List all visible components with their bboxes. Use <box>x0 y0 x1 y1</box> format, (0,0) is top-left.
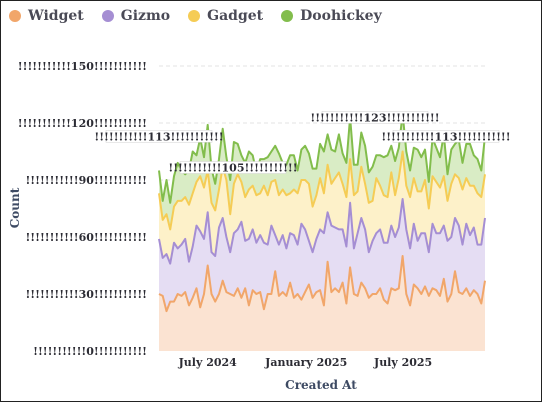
legend-swatch-gadget <box>188 10 201 22</box>
y-axis-title: Count <box>8 187 22 228</box>
y-tick-label: !!!!!!!!!!!90!!!!!!!!!!! <box>25 174 147 187</box>
legend-label-gizmo: Gizmo <box>120 8 171 24</box>
y-tick-label: !!!!!!!!!!!60!!!!!!!!!!! <box>25 231 147 244</box>
legend-label-gadget: Gadget <box>207 8 264 24</box>
annotation-label: !!!!!!!!!!!123!!!!!!!!!!! <box>310 111 440 124</box>
annotation-layer: !!!!!!!!!!!113!!!!!!!!!!! !!!!!!!!!!!105!… <box>94 111 511 175</box>
y-tick-label: !!!!!!!!!!!30!!!!!!!!!!! <box>25 288 147 301</box>
legend-swatch-doohickey <box>281 10 294 22</box>
legend-item-gadget[interactable]: Gadget <box>188 8 263 24</box>
legend-label-doohickey: Doohickey <box>300 8 382 24</box>
line-widget[interactable] <box>158 255 486 313</box>
legend-item-widget[interactable]: Widget <box>9 8 84 24</box>
x-tick-label: July 2024 <box>178 356 238 369</box>
line-gadget[interactable] <box>158 150 486 231</box>
line-gizmo[interactable] <box>158 198 486 265</box>
y-tick-label: !!!!!!!!!!!0!!!!!!!!!!! <box>33 345 147 358</box>
x-axis-title: Created At <box>285 378 357 392</box>
annotation-box <box>179 161 287 174</box>
annotation-label: !!!!!!!!!!!105!!!!!!!!!!! <box>168 161 298 175</box>
area-widget[interactable] <box>159 256 485 351</box>
annotation-text: !!!!!!!!!!!113!!!!!!!!!!! <box>381 130 510 143</box>
y-tick-layer: !!!!!!!!!!!0!!!!!!!!!!! !!!!!!!!!!!30!!!!… <box>18 60 147 358</box>
legend-item-doohickey[interactable]: Doohickey <box>281 8 382 24</box>
x-tick-label: July 2025 <box>373 356 432 369</box>
annotation-label: !!!!!!!!!!!113!!!!!!!!!!! <box>94 130 224 143</box>
annotation-text: !!!!!!!!!!!105!!!!!!!!!!! <box>168 162 297 175</box>
legend: Widget Gizmo Gadget Doohickey <box>9 6 400 26</box>
area-gizmo[interactable] <box>159 199 485 312</box>
legend-swatch-gizmo <box>101 10 114 22</box>
line-doohickey[interactable] <box>158 112 486 204</box>
annotation-box <box>321 111 429 124</box>
annotation-box <box>392 130 500 143</box>
line-layer <box>158 112 486 313</box>
y-tick-label: !!!!!!!!!!!120!!!!!!!!!!! <box>18 117 147 130</box>
area-gadget[interactable] <box>159 151 485 264</box>
annotation-text: !!!!!!!!!!!113!!!!!!!!!!! <box>94 130 223 143</box>
x-tick-layer: July 2024 January 2025 July 2025 <box>178 356 433 369</box>
legend-label-widget: Widget <box>28 8 84 24</box>
annotation-text: !!!!!!!!!!!123!!!!!!!!!!! <box>310 111 439 124</box>
annotation-box <box>105 130 213 143</box>
annotation-label: !!!!!!!!!!!113!!!!!!!!!!! <box>381 130 511 143</box>
legend-swatch-widget <box>9 10 21 22</box>
y-tick-label: !!!!!!!!!!!150!!!!!!!!!!! <box>18 60 147 73</box>
x-tick-label: January 2025 <box>264 356 347 369</box>
legend-item-gizmo[interactable]: Gizmo <box>101 8 171 24</box>
